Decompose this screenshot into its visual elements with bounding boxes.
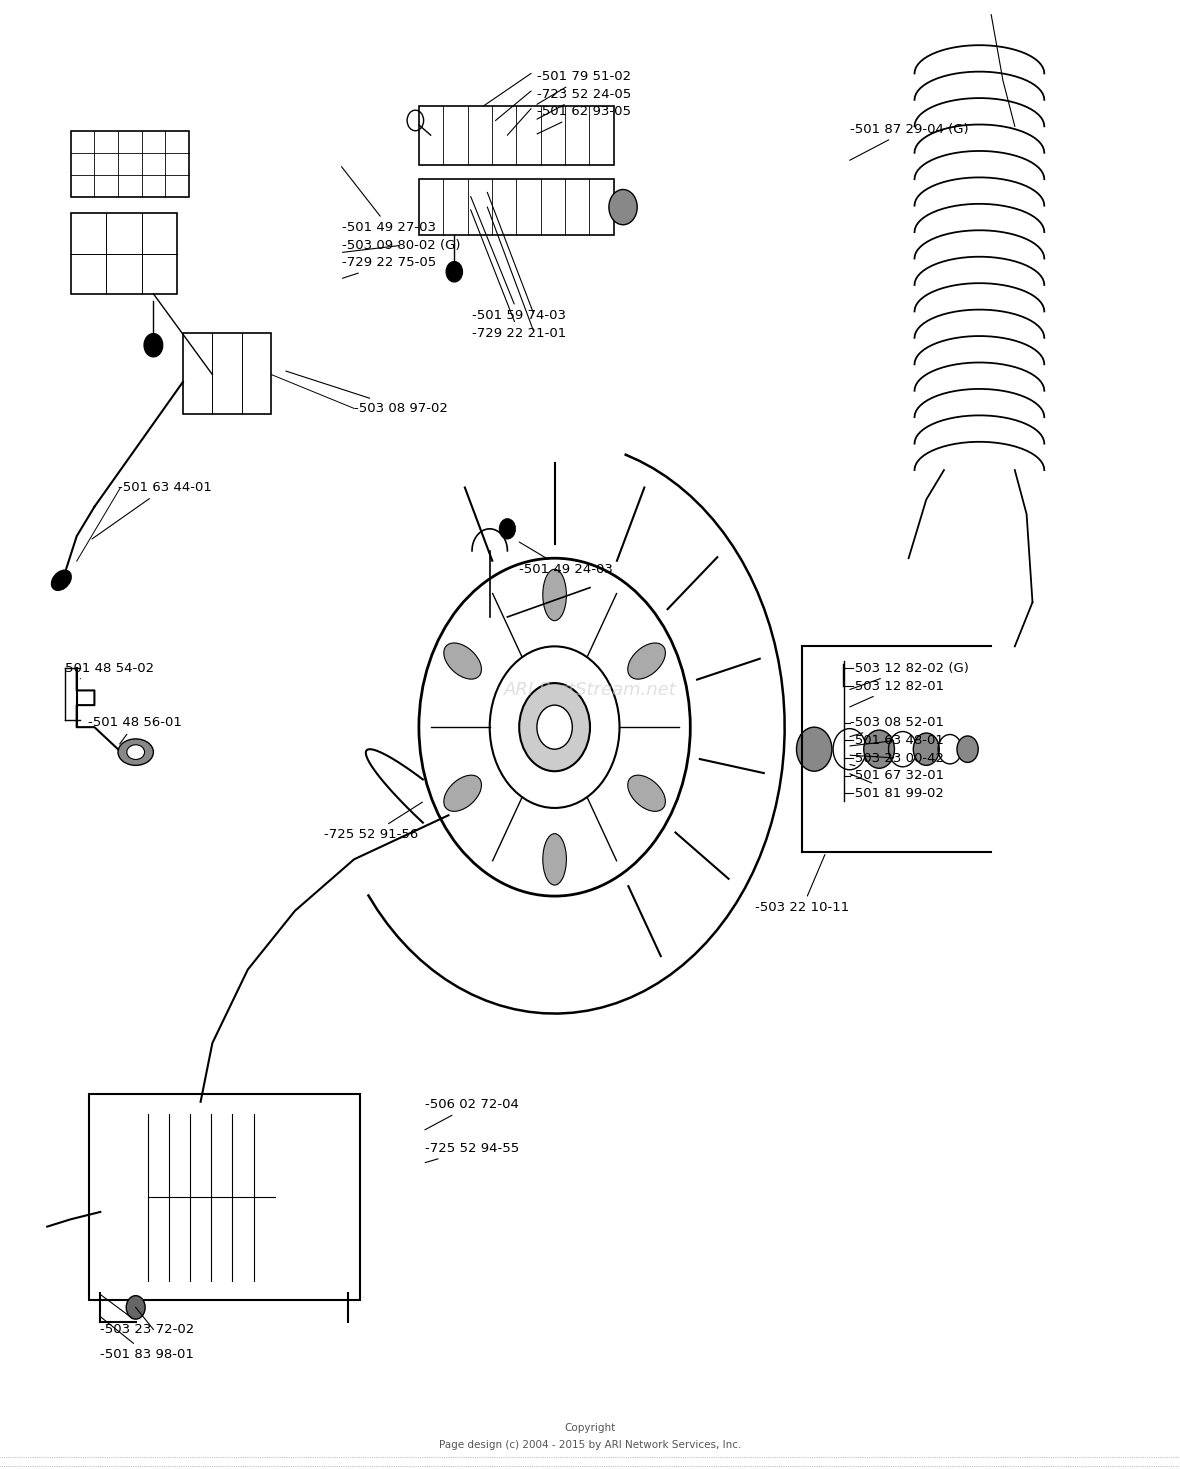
Circle shape [864, 730, 894, 768]
Circle shape [519, 683, 590, 771]
FancyBboxPatch shape [71, 131, 189, 197]
Ellipse shape [543, 833, 566, 884]
Ellipse shape [444, 776, 481, 811]
Text: -503 08 52-01: -503 08 52-01 [850, 717, 944, 736]
Text: -503 08 97-02: -503 08 97-02 [286, 372, 448, 414]
Text: -501 87 29-04 (G): -501 87 29-04 (G) [850, 123, 969, 160]
Text: -503 12 82-01: -503 12 82-01 [850, 680, 944, 707]
Circle shape [796, 727, 832, 771]
Circle shape [446, 261, 463, 282]
Text: -501 63 44-01: -501 63 44-01 [92, 482, 212, 539]
FancyBboxPatch shape [88, 1094, 360, 1300]
Text: ARI PartStream.net: ARI PartStream.net [504, 682, 676, 699]
Text: -501 81 99-02: -501 81 99-02 [850, 774, 944, 799]
Text: -503 23 72-02: -503 23 72-02 [100, 1294, 195, 1335]
Text: -501 67 32-01: -501 67 32-01 [850, 764, 944, 782]
Circle shape [537, 705, 572, 749]
FancyBboxPatch shape [183, 333, 271, 414]
Circle shape [913, 733, 939, 765]
Text: -729 22 75-05: -729 22 75-05 [342, 257, 437, 278]
Text: Page design (c) 2004 - 2015 by ARI Network Services, Inc.: Page design (c) 2004 - 2015 by ARI Netwo… [439, 1441, 741, 1450]
Ellipse shape [543, 570, 566, 621]
Text: -725 52 91-56: -725 52 91-56 [324, 802, 422, 840]
Text: -729 22 21-01: -729 22 21-01 [471, 210, 566, 339]
Circle shape [126, 1296, 145, 1319]
Text: -723 52 24-05: -723 52 24-05 [537, 88, 631, 119]
Text: -501 59 74-03: -501 59 74-03 [471, 197, 566, 322]
FancyBboxPatch shape [419, 179, 614, 235]
Circle shape [144, 333, 163, 357]
Circle shape [609, 190, 637, 225]
Text: -501 48 56-01: -501 48 56-01 [88, 717, 183, 743]
Text: -503 09 80-02 (G): -503 09 80-02 (G) [342, 239, 460, 253]
Text: -501 62 93-05: -501 62 93-05 [537, 106, 631, 134]
Text: -725 52 94-55: -725 52 94-55 [425, 1143, 519, 1162]
Text: -501 83 98-01: -501 83 98-01 [100, 1316, 195, 1360]
Text: Copyright: Copyright [564, 1423, 616, 1432]
Circle shape [499, 519, 516, 539]
Text: -501 49 24-03: -501 49 24-03 [519, 542, 614, 576]
FancyBboxPatch shape [419, 106, 614, 165]
Text: -503 23 00-42: -503 23 00-42 [850, 752, 944, 764]
Text: 501 48 54-02: 501 48 54-02 [65, 663, 155, 679]
FancyBboxPatch shape [71, 213, 177, 294]
Text: -501 79 51-02: -501 79 51-02 [537, 71, 631, 104]
Ellipse shape [628, 776, 666, 811]
Text: -503 22 10-11: -503 22 10-11 [755, 855, 850, 914]
Text: -501 49 27-03: -501 49 27-03 [341, 166, 437, 234]
Text: -506 02 72-04: -506 02 72-04 [425, 1099, 519, 1130]
Text: -503 12 82-02 (G): -503 12 82-02 (G) [850, 663, 969, 689]
Circle shape [957, 736, 978, 762]
Ellipse shape [118, 739, 153, 765]
Ellipse shape [52, 570, 71, 591]
Ellipse shape [628, 643, 666, 679]
Text: -501 63 48-01: -501 63 48-01 [850, 734, 944, 746]
Ellipse shape [127, 745, 145, 759]
Ellipse shape [444, 643, 481, 679]
